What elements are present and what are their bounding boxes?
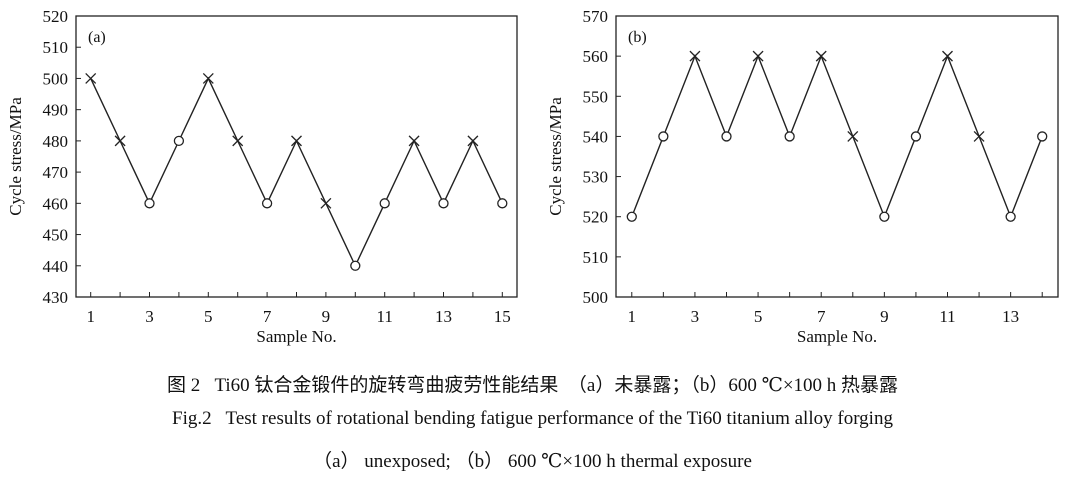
data-point-circle [173, 135, 185, 147]
data-point-cross [815, 50, 827, 62]
y-axis-label: Cycle stress/MPa [546, 97, 565, 216]
plot-frame [75, 15, 518, 298]
y-tick-label: 450 [43, 226, 69, 245]
data-point-cross [202, 72, 214, 84]
y-tick-label: 490 [43, 101, 69, 120]
x-tick-label: 15 [494, 307, 511, 326]
figure-charts: 1 3 5 7 9 11 13 1543044045046047048049050051052… [6, 7, 1059, 346]
y-tick-label: 460 [43, 194, 69, 213]
data-point-circle [438, 198, 449, 209]
data-point-cross [689, 50, 701, 62]
series-line [90, 76, 503, 268]
data-point-cross [320, 197, 332, 209]
y-tick-label: 470 [43, 163, 69, 182]
data-point-cross [408, 135, 420, 147]
y-tick-label: 430 [43, 288, 69, 307]
x-tick-label: 1 [86, 307, 95, 326]
data-point-circle [784, 131, 795, 142]
data-point-circle [1037, 131, 1048, 142]
x-tick-label: 5 [754, 307, 763, 326]
x-axis-label: Sample No. [797, 327, 877, 346]
panel-label: (a) [88, 29, 106, 46]
x-axis-label: Sample No. [256, 327, 336, 346]
data-point-circle [497, 198, 508, 209]
caption-english: Fig.2 Test results of rotational bending… [172, 408, 893, 429]
y-tick-label: 520 [583, 208, 609, 227]
x-tick-label: 7 [817, 307, 826, 326]
data-point-circle [910, 131, 922, 142]
y-tick-label: 520 [43, 7, 69, 26]
x-tick-label: 9 [880, 307, 889, 326]
caption-english-subpanels: （a） unexposed; （b） 600 ℃×100 h thermal e… [313, 451, 752, 472]
data-point-cross [467, 135, 479, 147]
data-point-cross [847, 130, 859, 142]
data-point-cross [85, 72, 97, 84]
data-point-circle [721, 131, 732, 142]
series-line [631, 54, 1043, 219]
data-point-circle [144, 198, 155, 209]
x-tick-label: 1 [628, 307, 637, 326]
data-point-circle [658, 131, 669, 142]
y-tick-label: 480 [43, 132, 69, 151]
y-axis-label: Cycle stress/MPa [6, 97, 25, 216]
y-tick-label: 500 [583, 288, 609, 307]
y-tick-label: 550 [583, 87, 609, 106]
y-tick-label: 500 [43, 69, 69, 88]
panel-label: (b) [628, 29, 647, 46]
chart-panel-a: 1 3 5 7 9 11 13 1543044045046047048049050051052… [6, 7, 518, 346]
plot-frame [615, 15, 1059, 298]
data-point-cross [752, 50, 764, 62]
y-tick-label: 570 [583, 7, 609, 26]
x-tick-label: 3 [691, 307, 700, 326]
data-point-circle [626, 211, 637, 222]
chart-panel-b: 1 3 5 7 9 11 13500510520530540550560570Sample … [546, 7, 1059, 346]
y-tick-label: 530 [583, 168, 609, 187]
x-tick-label: 13 [435, 307, 452, 326]
x-tick-label: 9 [322, 307, 331, 326]
data-point-cross [114, 135, 126, 147]
data-point-circle [261, 198, 273, 209]
x-tick-label: 11 [377, 307, 393, 326]
y-tick-label: 510 [583, 248, 609, 267]
data-point-cross [942, 50, 953, 62]
x-tick-label: 7 [263, 307, 272, 326]
x-tick-label: 5 [204, 307, 213, 326]
data-point-circle [350, 260, 361, 271]
data-point-cross [232, 135, 244, 147]
y-tick-label: 440 [43, 257, 69, 276]
x-tick-label: 11 [939, 307, 955, 326]
y-tick-label: 540 [583, 127, 609, 146]
data-point-cross [973, 130, 985, 142]
data-point-circle [1005, 211, 1016, 222]
x-tick-label: 3 [145, 307, 154, 326]
caption-chinese: 图 2 Ti60 钛合金锻件的旋转弯曲疲劳性能结果 （a）未暴露；（b）600 … [166, 375, 899, 396]
y-tick-label: 510 [43, 38, 69, 57]
data-point-circle [879, 211, 890, 222]
x-tick-label: 13 [1002, 307, 1019, 326]
data-point-cross [291, 135, 302, 147]
data-point-circle [379, 198, 390, 209]
y-tick-label: 560 [583, 47, 609, 66]
